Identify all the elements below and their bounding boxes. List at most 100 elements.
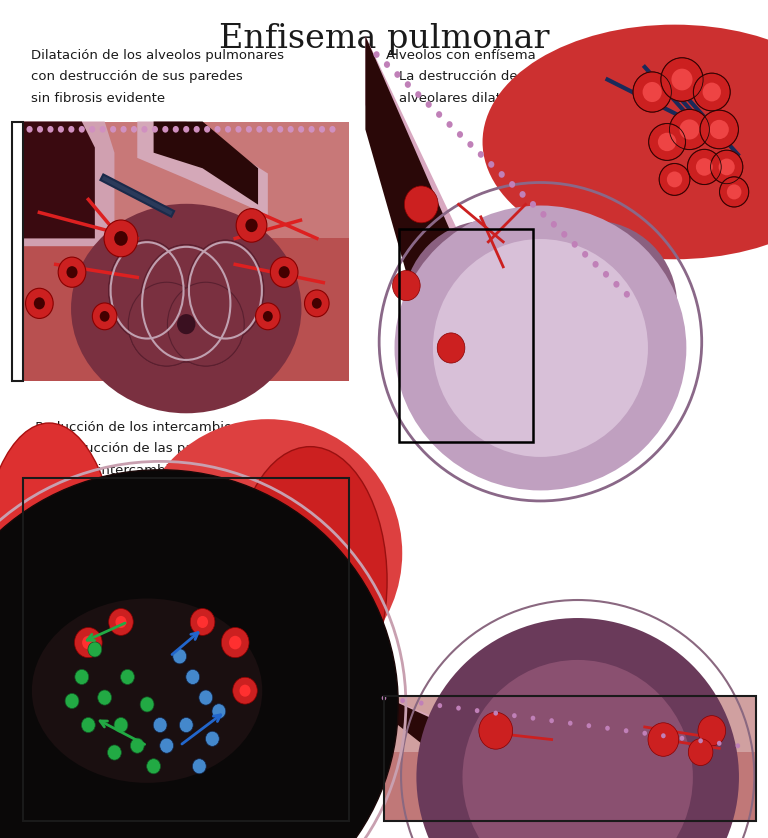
Circle shape (624, 291, 630, 297)
Circle shape (121, 126, 127, 132)
Circle shape (141, 697, 154, 712)
Ellipse shape (643, 82, 662, 102)
Bar (23, 122, 349, 381)
Ellipse shape (167, 282, 244, 366)
Circle shape (309, 126, 315, 132)
Circle shape (571, 241, 578, 248)
Ellipse shape (700, 110, 739, 148)
Ellipse shape (141, 245, 232, 362)
Circle shape (614, 281, 620, 287)
Circle shape (530, 201, 536, 208)
Circle shape (68, 126, 74, 132)
Circle shape (173, 126, 179, 132)
Circle shape (736, 743, 740, 748)
Circle shape (549, 718, 554, 723)
Circle shape (26, 126, 32, 132)
Circle shape (698, 738, 703, 743)
Circle shape (240, 685, 250, 696)
Circle shape (100, 126, 106, 132)
Circle shape (488, 161, 495, 168)
Ellipse shape (658, 132, 677, 151)
Circle shape (104, 220, 138, 257)
Circle shape (392, 271, 420, 301)
Bar (23, 478, 349, 821)
Circle shape (698, 716, 726, 746)
Ellipse shape (720, 177, 749, 207)
Circle shape (312, 298, 322, 308)
Bar (384, 696, 756, 821)
Circle shape (98, 690, 111, 705)
Circle shape (109, 608, 134, 635)
Circle shape (58, 126, 64, 132)
Ellipse shape (660, 58, 703, 101)
Circle shape (648, 722, 679, 756)
Bar (23, 122, 349, 239)
Circle shape (205, 732, 220, 747)
Circle shape (110, 126, 116, 132)
Polygon shape (366, 36, 488, 429)
Circle shape (279, 266, 290, 278)
Circle shape (512, 713, 517, 718)
Polygon shape (23, 122, 95, 239)
Text: alveolares dilata el alveolo: alveolares dilata el alveolo (399, 92, 578, 106)
Ellipse shape (167, 282, 244, 366)
Text: Alveolos con enfísema: Alveolos con enfísema (386, 49, 535, 62)
Circle shape (199, 690, 213, 705)
Circle shape (82, 636, 94, 649)
Circle shape (131, 126, 137, 132)
Ellipse shape (478, 308, 662, 475)
Ellipse shape (141, 245, 232, 362)
Ellipse shape (433, 247, 648, 448)
Circle shape (221, 628, 249, 658)
Ellipse shape (696, 158, 713, 176)
Circle shape (147, 758, 161, 773)
Circle shape (277, 126, 283, 132)
Text: Reducción de los intercambios gaseosos: Reducción de los intercambios gaseosos (31, 421, 305, 434)
Bar (23, 478, 349, 643)
Circle shape (263, 311, 273, 322)
Circle shape (561, 231, 568, 238)
Circle shape (446, 122, 452, 128)
Circle shape (233, 677, 257, 704)
Circle shape (58, 257, 86, 287)
Circle shape (186, 670, 200, 685)
Ellipse shape (703, 83, 721, 101)
Ellipse shape (0, 423, 118, 725)
Ellipse shape (109, 241, 186, 341)
Ellipse shape (233, 447, 387, 715)
Circle shape (78, 126, 84, 132)
Circle shape (81, 717, 95, 732)
Circle shape (88, 642, 101, 657)
Ellipse shape (649, 123, 686, 160)
Circle shape (212, 704, 226, 719)
Circle shape (642, 731, 647, 736)
Polygon shape (376, 693, 503, 766)
Text: La destrucción de las paredes del alveolo: La destrucción de las paredes del alveol… (31, 442, 307, 456)
Ellipse shape (710, 150, 743, 184)
Circle shape (531, 716, 535, 721)
Circle shape (92, 303, 117, 329)
Circle shape (177, 314, 195, 334)
Circle shape (270, 257, 298, 287)
Circle shape (438, 703, 442, 708)
Ellipse shape (719, 158, 735, 175)
Polygon shape (137, 122, 268, 215)
Circle shape (89, 126, 95, 132)
Ellipse shape (671, 69, 693, 91)
Ellipse shape (633, 72, 671, 112)
Circle shape (305, 290, 329, 317)
Circle shape (717, 741, 721, 746)
Text: La destrucción de las paredes: La destrucción de las paredes (399, 70, 599, 84)
Ellipse shape (462, 660, 693, 838)
Circle shape (624, 728, 628, 733)
Circle shape (229, 636, 241, 649)
Circle shape (204, 126, 210, 132)
Circle shape (298, 126, 304, 132)
Circle shape (551, 221, 557, 228)
Polygon shape (154, 122, 258, 204)
Circle shape (225, 126, 231, 132)
Ellipse shape (433, 239, 648, 457)
Circle shape (162, 126, 168, 132)
Ellipse shape (404, 220, 573, 388)
Circle shape (405, 81, 411, 88)
